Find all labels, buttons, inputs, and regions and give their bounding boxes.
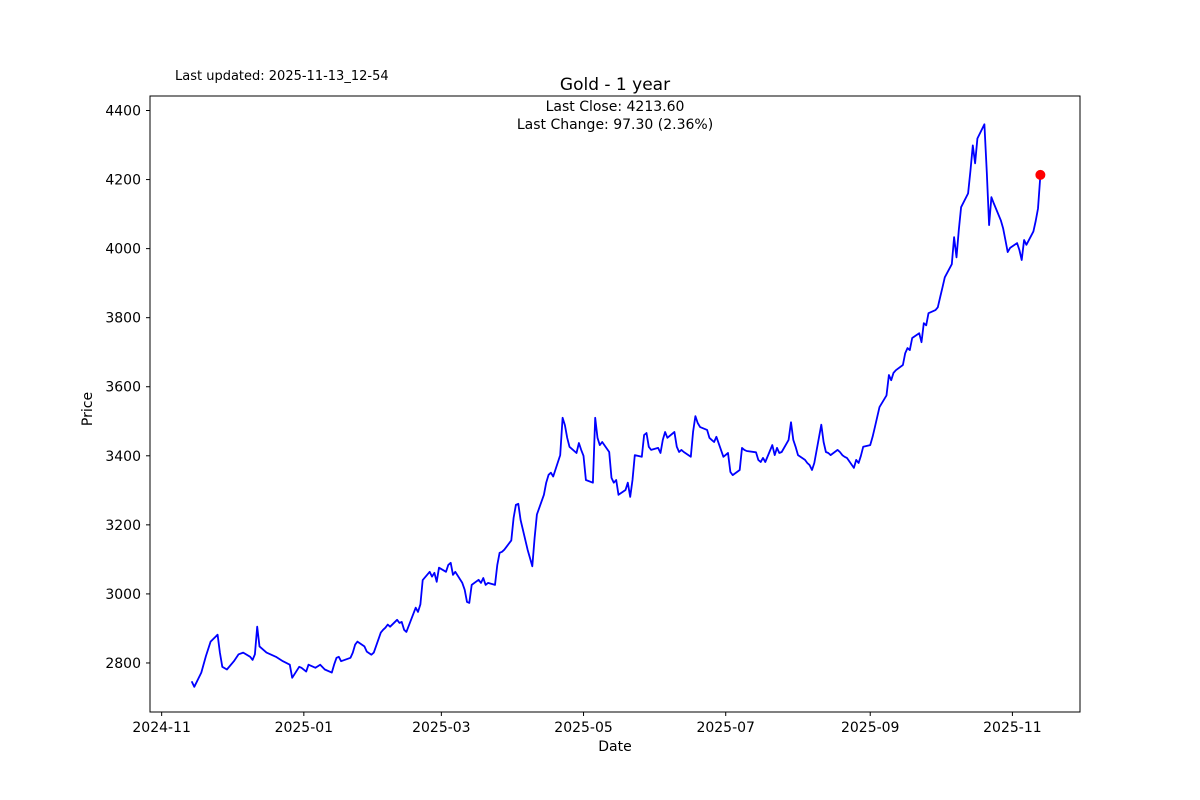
last-change-annotation: Last Change: 97.30 (2.36%): [517, 117, 713, 133]
y-tick-label: 4400: [105, 104, 141, 120]
y-axis-ticks: 2800 3000 3200 3400 3600 3800 4000 4200 4400: [105, 104, 150, 672]
x-axis-label: Date: [598, 739, 631, 755]
plot-area-border: [149, 95, 1081, 713]
y-tick-label: 3200: [105, 518, 141, 534]
y-tick-label: 3400: [105, 449, 141, 465]
y-tick-label: 3600: [105, 380, 141, 396]
y-tick-label: 3000: [105, 587, 141, 603]
y-tick-label: 4000: [105, 242, 141, 258]
x-tick-label: 2025-05: [554, 720, 613, 736]
x-axis-ticks: 2024-11 2025-01 2025-03 2025-05 2025-07 2025-…: [132, 712, 1042, 736]
x-tick-label: 2025-01: [275, 720, 334, 736]
y-tick-label: 4200: [105, 173, 141, 189]
y-tick-label: 2800: [105, 656, 141, 672]
data-layer: [191, 123, 1046, 688]
last-point-marker: [1035, 169, 1046, 180]
x-tick-label: 2025-03: [412, 720, 471, 736]
price-line: [191, 123, 1042, 688]
y-tick-label: 3800: [105, 311, 141, 327]
last-close-annotation: Last Close: 4213.60: [546, 99, 685, 115]
last-updated-text: Last updated: 2025-11-13_12-54: [175, 69, 389, 84]
x-tick-label: 2024-11: [132, 720, 191, 736]
y-axis-label: Price: [80, 392, 96, 426]
x-tick-label: 2025-07: [696, 720, 755, 736]
x-tick-label: 2025-11: [983, 720, 1042, 736]
chart-title: Gold - 1 year: [560, 75, 670, 95]
x-tick-label: 2025-09: [841, 720, 900, 736]
